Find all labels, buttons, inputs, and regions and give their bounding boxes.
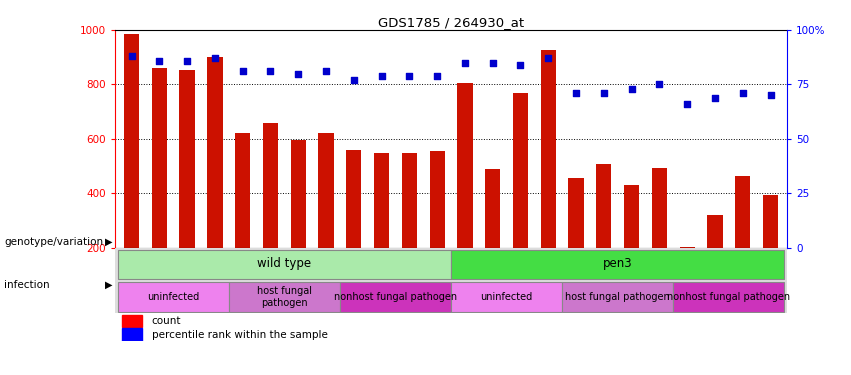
Point (208, 56, 222, 62)
Point (541, 56, 555, 62)
Point (319, 68, 333, 74)
Bar (122, 328, 142, 341)
Bar (597, 164, 612, 248)
Text: nonhost fungal pathogen: nonhost fungal pathogen (334, 292, 457, 302)
Point (708, 94, 722, 100)
Point (763, 92, 777, 98)
Point (625, 86, 638, 92)
Point (486, 60, 500, 66)
Title: GDS1785 / 264930_at: GDS1785 / 264930_at (378, 16, 524, 29)
Text: genotype/variation: genotype/variation (4, 237, 103, 247)
Bar (122, 315, 142, 327)
Bar (513, 93, 528, 248)
Bar (117, 282, 229, 312)
Point (291, 70, 305, 76)
Text: percentile rank within the sample: percentile rank within the sample (151, 330, 328, 339)
Bar (762, 195, 778, 248)
Text: ▶: ▶ (106, 237, 112, 247)
Text: count: count (151, 316, 181, 326)
Bar (208, 57, 222, 248)
Point (236, 68, 249, 74)
Bar (229, 282, 340, 312)
Point (264, 68, 277, 74)
Bar (540, 50, 556, 248)
Bar (402, 153, 417, 248)
Bar (451, 282, 563, 312)
Point (431, 73, 444, 79)
Bar (340, 282, 451, 312)
Bar (235, 134, 250, 248)
Bar (451, 249, 785, 279)
Text: nonhost fungal pathogen: nonhost fungal pathogen (667, 292, 791, 302)
Text: host fungal
pathogen: host fungal pathogen (257, 286, 311, 308)
Bar (680, 246, 694, 248)
Bar (485, 169, 500, 248)
Bar (180, 70, 195, 248)
Point (736, 90, 750, 96)
Bar (263, 123, 278, 248)
Point (569, 90, 583, 96)
Bar (346, 150, 362, 248)
Bar (318, 133, 334, 248)
Bar (673, 282, 785, 312)
Point (374, 73, 388, 79)
Point (680, 101, 694, 107)
Point (458, 60, 471, 66)
Bar (563, 282, 673, 312)
Text: uninfected: uninfected (481, 292, 533, 302)
Text: host fungal pathogen: host fungal pathogen (565, 292, 670, 302)
Bar (124, 33, 140, 248)
Point (347, 77, 361, 83)
Bar (624, 185, 639, 248)
Point (403, 73, 416, 79)
Bar (290, 140, 306, 248)
Point (597, 90, 611, 96)
Text: uninfected: uninfected (147, 292, 199, 302)
Text: wild type: wild type (257, 257, 311, 270)
Bar (430, 152, 445, 248)
Point (653, 81, 666, 87)
Bar (735, 176, 751, 248)
Text: pen3: pen3 (603, 257, 632, 270)
Point (514, 62, 528, 68)
Point (180, 57, 194, 63)
Bar (374, 153, 389, 248)
Bar (707, 215, 722, 248)
Bar (568, 178, 584, 248)
Bar (117, 249, 451, 279)
Bar (151, 68, 167, 248)
Point (152, 57, 166, 63)
Bar (652, 168, 667, 248)
Bar (457, 83, 472, 248)
Point (125, 53, 139, 59)
Text: infection: infection (4, 280, 50, 290)
Text: ▶: ▶ (106, 280, 112, 290)
